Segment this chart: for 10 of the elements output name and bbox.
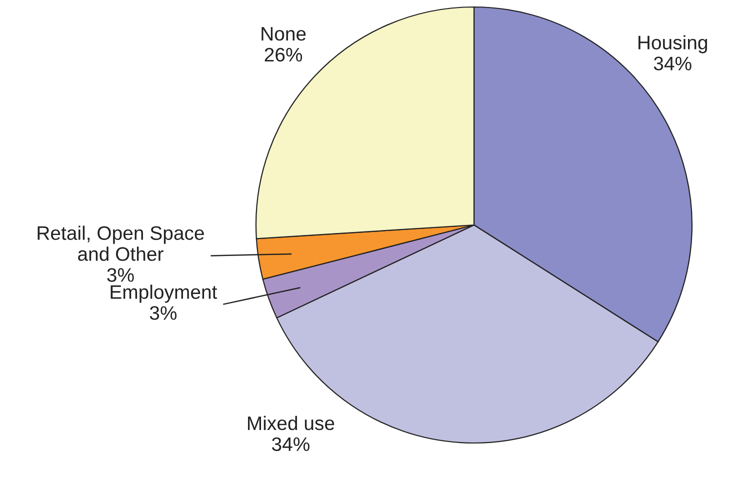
data-label: 34% <box>272 437 310 452</box>
data-label: 3% <box>107 268 134 282</box>
data-label: 3% <box>150 306 177 320</box>
slice-label: Mixed use <box>248 416 334 430</box>
data-label: 34% <box>654 56 692 70</box>
slice-label: None <box>262 27 306 41</box>
slice-label: Housing <box>638 35 708 54</box>
data-label: 26% <box>264 48 302 62</box>
slice-label: Employment <box>110 284 218 303</box>
slice-label: Retail, Open Space and Other <box>38 226 204 261</box>
